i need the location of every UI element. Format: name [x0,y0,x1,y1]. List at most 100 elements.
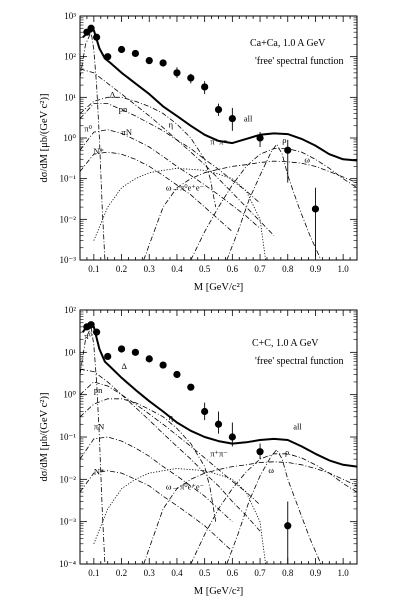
series-label: Δ [122,361,128,371]
annotation-subtitle: 'free' spectral function [255,56,344,67]
y-tick-label: 10⁻³ [60,517,77,527]
data-point [201,83,209,91]
y-axis-label: dσ/dM [μb/(GeV c²)] [39,94,50,183]
data-point [131,348,139,356]
x-tick-label: 0.4 [171,264,183,274]
plot-area [80,24,357,260]
data-point [311,205,320,213]
series-label: N* [94,467,104,477]
series-line [143,461,357,564]
x-tick-label: 0.8 [282,264,294,274]
series-line [80,470,233,552]
y-tick-label: 10¹ [64,347,76,357]
y-tick-label: 10⁻¹ [60,432,77,442]
series-line [143,160,357,260]
y-tick-label: 10⁰ [63,133,76,143]
series-line [226,449,322,564]
x-tick-label: 1.0 [338,264,350,274]
series-line [80,368,261,532]
x-tick-label: 0.7 [254,568,266,578]
y-axis-label: dσ/dM [μb/(GeV c²)] [39,393,50,482]
series-line [190,453,357,564]
series-label: πN [94,422,104,432]
series-label: π⁰ [84,331,92,341]
data-point [228,433,236,441]
data-point [284,522,292,530]
series-label: ρ [285,447,289,457]
series-label: pn [94,385,103,395]
series-label: ω→π⁰e⁺e⁻ [166,183,205,193]
x-tick-label: 0.1 [88,568,99,578]
data-point [173,69,181,77]
series-line [80,31,106,260]
series-line [80,103,261,204]
series-label: η [169,120,173,130]
data-point [228,114,236,123]
x-tick-label: 0.9 [310,264,322,274]
data-point [187,383,195,391]
data-point [214,420,223,428]
series-line [80,151,233,232]
y-tick-label: 10⁻¹ [60,174,77,184]
data-point [93,33,101,41]
series-label: ρ [282,135,286,145]
data-point [173,370,181,379]
x-tick-label: 0.6 [227,568,239,578]
series-label: η [169,412,173,422]
data-point [117,45,126,54]
data-point [131,49,139,58]
x-tick-label: 0.8 [282,568,294,578]
series-line [80,381,261,506]
data-point [117,345,126,353]
data-point [201,407,209,416]
annotation-subtitle: 'free' spectral function [255,356,344,367]
series-line [190,148,357,260]
y-tick-label: 10³ [64,11,76,21]
series-label: all [293,422,302,432]
series-label: ω [268,465,274,475]
y-tick-label: 10² [64,305,76,315]
series-label: ω→π⁰e⁺e⁻ [166,481,205,491]
series-label: ω [304,154,310,164]
x-tick-label: 0.2 [116,568,127,578]
data-point [87,321,95,329]
series-label: N* [93,146,103,156]
series-label: all [244,114,253,124]
series-label: Δ [110,89,116,99]
x-tick-label: 1.0 [338,568,350,578]
y-tick-label: 10⁻³ [60,255,77,265]
series-line [80,436,233,522]
data-point [187,74,195,82]
annotation-title: C+C, 1.0 A GeV [252,338,319,349]
data-point [256,134,264,142]
data-point [104,53,112,61]
x-tick-label: 0.3 [144,568,156,578]
series-line [81,323,357,468]
x-tick-label: 0.2 [116,264,127,274]
series-label: pn [119,104,128,114]
data-point [159,59,167,67]
data-point [214,105,223,114]
data-point [256,448,264,456]
y-tick-label: 10⁰ [63,390,76,400]
x-tick-label: 0.1 [88,264,99,274]
series-line [80,96,217,208]
series-line [82,29,357,162]
y-tick-label: 10⁻² [60,214,77,224]
y-tick-label: 10⁻² [60,474,77,484]
series-label: π⁰ [84,124,92,134]
series-label: π⁺π⁻ [210,136,228,146]
series-line [80,326,106,564]
x-tick-label: 0.5 [199,568,211,578]
series-line [93,167,266,260]
series-label: π⁺π⁻ [210,448,228,458]
data-point [145,57,153,65]
y-tick-label: 10⁻⁴ [59,559,76,569]
plot-area [80,321,357,564]
x-tick-label: 0.9 [310,568,322,578]
data-point [159,361,167,369]
data-point [87,24,95,32]
series-line [226,143,322,260]
data-point [145,355,153,363]
